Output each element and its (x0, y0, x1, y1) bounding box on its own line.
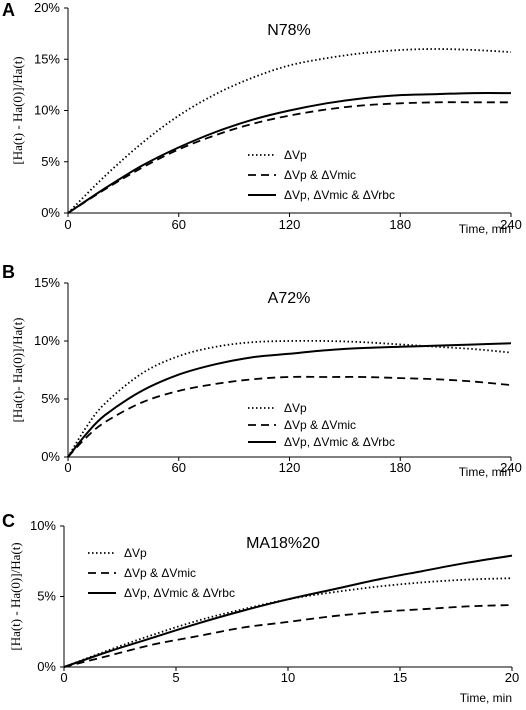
x-axis-label: Time, min (459, 222, 511, 236)
x-tick-label: 0 (60, 670, 67, 685)
x-tick-label: 120 (279, 460, 301, 475)
panel-label: A (2, 0, 15, 20)
x-tick-label: 240 (500, 217, 522, 232)
y-tick-label: 5% (41, 391, 60, 406)
x-tick-label: 60 (172, 460, 186, 475)
y-axis-label: [Ha(t)- Ha(0)]/Ha(t) (10, 317, 25, 422)
y-tick-label: 10% (30, 518, 56, 533)
series-line-solid (67, 92, 512, 214)
y-tick-label: 0% (37, 659, 56, 674)
y-tick-label: 5% (41, 154, 60, 169)
chart-panel-b: 0% 5% 10% 15% 0 60 120 180 240 B A72% Time, min [Ha(… (2, 262, 522, 479)
y-tick-label: 5% (37, 589, 56, 604)
y-axis-label: [Ha(t) - Ha(0)]/Ha(t) (8, 542, 23, 650)
series-line-dashed (67, 101, 512, 214)
legend-entry: ΔVp & ΔVmic (284, 418, 356, 432)
y-tick-label: 15% (34, 275, 60, 290)
series-line-dotted (67, 339, 512, 458)
y-tick-label: 0% (41, 449, 60, 464)
y-tick-label: 10% (34, 103, 60, 118)
chart-title: A72% (268, 290, 311, 307)
legend-entry: ΔVp & ΔVmic (124, 566, 196, 580)
x-tick-label: 20 (505, 670, 519, 685)
legend: ΔVp ΔVp & ΔVmic ΔVp, ΔVmic & ΔVrbc (88, 546, 235, 600)
legend-entry: ΔVp (284, 401, 307, 415)
series-line-dashed (67, 375, 512, 458)
legend-entry: ΔVp & ΔVmic (284, 168, 356, 182)
series-line-dotted (63, 577, 513, 668)
series-line-dashed (63, 604, 513, 668)
x-tick-label: 180 (389, 460, 411, 475)
legend-entry: ΔVp (284, 148, 307, 162)
x-tick-label: 180 (389, 217, 411, 232)
x-tick-label: 10 (281, 670, 295, 685)
x-tick-label: 120 (279, 217, 301, 232)
x-tick-label: 5 (172, 670, 179, 685)
x-tick-label: 0 (64, 217, 71, 232)
y-tick-label: 20% (34, 0, 60, 15)
y-tick-label: 15% (34, 51, 60, 66)
x-axis-label: Time, min (460, 691, 512, 705)
panel-label: C (2, 511, 15, 531)
legend: ΔVp ΔVp & ΔVmic ΔVp, ΔVmic & ΔVrbc (248, 401, 395, 449)
legend-entry: ΔVp (124, 546, 147, 560)
chart-title: MA18%20 (246, 535, 320, 552)
legend-entry: ΔVp, ΔVmic & ΔVrbc (284, 435, 395, 449)
x-tick-label: 240 (500, 460, 522, 475)
x-axis-label: Time, min (459, 465, 511, 479)
legend: ΔVp ΔVp & ΔVmic ΔVp, ΔVmic & ΔVrbc (248, 148, 395, 202)
legend-entry: ΔVp, ΔVmic & ΔVrbc (284, 188, 395, 202)
y-tick-label: 10% (34, 333, 60, 348)
chart-title: N78% (267, 22, 311, 39)
y-axis-label: [Ha(t) - Ha(0)]/Ha(t) (10, 56, 25, 164)
panel-label: B (2, 262, 15, 282)
series-line-solid (63, 554, 513, 668)
chart-panel-a: 0% 5% 10% 15% 20% 0 60 120 180 240 A N78% Time, min [… (2, 0, 522, 236)
x-tick-label: 0 (64, 460, 71, 475)
x-tick-label: 60 (172, 217, 186, 232)
series-line-solid (67, 342, 512, 458)
legend-entry: ΔVp, ΔVmic & ΔVrbc (124, 586, 235, 600)
y-tick-label: 0% (41, 205, 60, 220)
chart-panel-c: 0% 5% 10% 0 5 10 15 20 C MA18%20 Time, min [Ha(t) -… (2, 511, 519, 705)
x-tick-label: 15 (393, 670, 407, 685)
